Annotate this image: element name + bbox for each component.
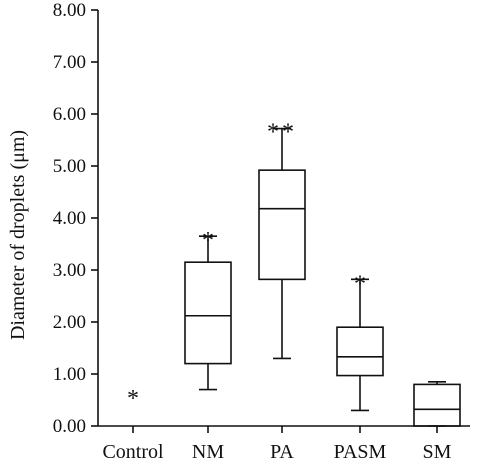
y-tick-label: 7.00 — [53, 52, 86, 73]
y-tick-label: 4.00 — [53, 208, 86, 229]
box-control: * — [127, 386, 139, 412]
y-tick-label: 5.00 — [53, 156, 86, 177]
box-nm: * — [184, 228, 232, 391]
x-axis: Control NM PA PASM SM — [98, 425, 470, 463]
y-axis: 0.00 1.00 2.00 3.00 4.00 5.00 6.00 7.00 8.00 — [53, 0, 99, 437]
x-tick-label: NM — [192, 441, 224, 463]
box-sm — [413, 380, 461, 427]
box-rect — [258, 169, 306, 281]
x-tick-label: PA — [270, 441, 294, 463]
y-tick-label: 6.00 — [53, 104, 86, 125]
significance-marker: * — [354, 271, 366, 297]
y-tick-label: 1.00 — [53, 364, 86, 385]
x-tick-label: Control — [102, 441, 164, 463]
box-pa: ** — [258, 120, 306, 360]
x-tick-label: SM — [423, 441, 452, 463]
x-tick-label: PASM — [334, 441, 387, 463]
box-series: ***** — [127, 120, 461, 427]
significance-marker: * — [202, 228, 214, 254]
y-tick-label: 0.00 — [53, 416, 86, 437]
y-tick-label: 2.00 — [53, 312, 86, 333]
y-tick-label: 3.00 — [53, 260, 86, 281]
box-rect — [184, 261, 232, 365]
significance-marker: * — [127, 386, 139, 412]
box-rect — [413, 383, 461, 427]
y-tick-label: 8.00 — [53, 0, 86, 21]
box-pasm: * — [336, 271, 384, 412]
significance-marker: ** — [267, 120, 297, 146]
box-rect — [336, 326, 384, 377]
y-axis-title: Diameter of droplets (μm) — [7, 130, 29, 340]
